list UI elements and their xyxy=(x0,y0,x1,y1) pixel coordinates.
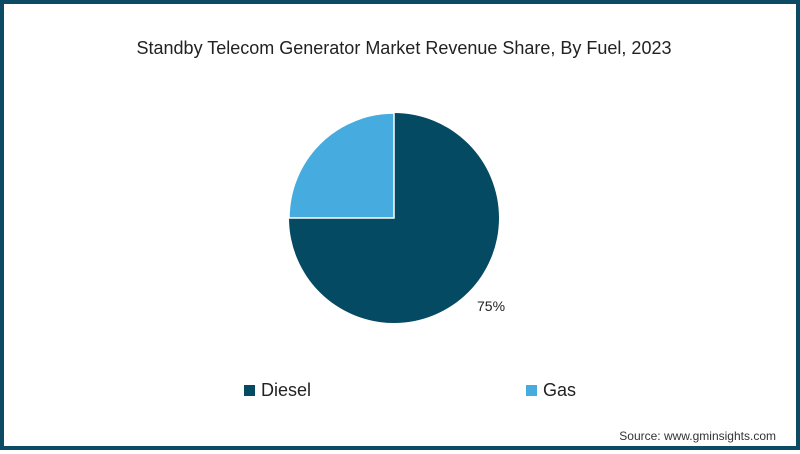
legend-item-gas: Gas xyxy=(526,380,576,401)
legend-swatch-diesel xyxy=(244,385,255,396)
legend-label-diesel: Diesel xyxy=(261,380,312,400)
pie-slice-gas xyxy=(288,112,395,219)
data-label-diesel: 75% xyxy=(477,298,505,314)
chart-title: Standby Telecom Generator Market Revenue… xyxy=(136,38,672,58)
legend-item-diesel: Diesel xyxy=(244,380,311,401)
pie-chart: 75% xyxy=(288,112,505,323)
legend-label-gas: Gas xyxy=(543,380,577,400)
source-note: Source: www.gminsights.com xyxy=(619,429,776,443)
legend-swatch-gas xyxy=(526,385,537,396)
